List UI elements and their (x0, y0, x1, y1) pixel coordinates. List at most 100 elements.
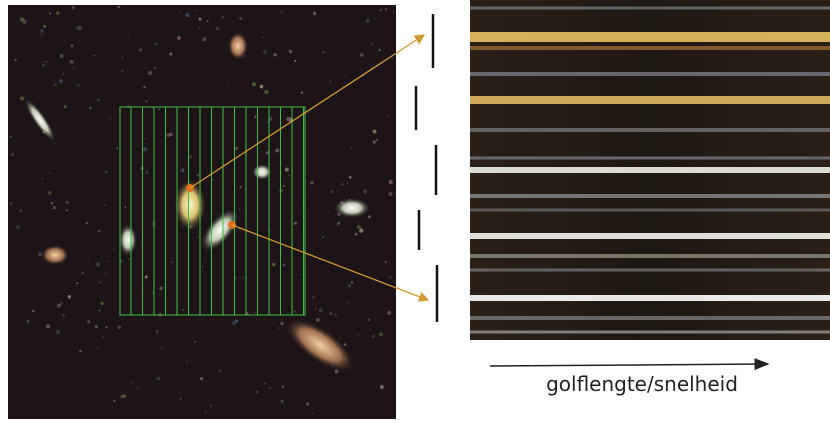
star (266, 151, 269, 154)
star (385, 8, 387, 10)
star (116, 147, 118, 149)
star (180, 398, 182, 400)
star (260, 85, 264, 89)
star (156, 332, 158, 334)
star (94, 55, 96, 57)
star (10, 135, 12, 137)
spectrum-stripe (470, 316, 830, 320)
star (294, 60, 296, 62)
star (212, 179, 214, 181)
star (307, 383, 308, 384)
spectrum-stripe (470, 46, 830, 50)
star (182, 309, 184, 311)
star (219, 370, 221, 372)
star (120, 395, 124, 399)
star (273, 53, 277, 57)
star (216, 27, 219, 30)
star (331, 190, 334, 193)
star (161, 347, 163, 349)
star (289, 50, 293, 54)
star (389, 276, 391, 278)
star (345, 75, 346, 76)
star (264, 90, 268, 94)
star (368, 215, 371, 218)
star (62, 314, 64, 316)
star (113, 400, 116, 403)
star (393, 12, 394, 13)
star (312, 296, 314, 298)
star (316, 318, 320, 322)
star (66, 201, 69, 204)
star (56, 11, 60, 15)
star (128, 33, 129, 34)
star (202, 37, 206, 41)
star (109, 117, 111, 119)
star (145, 275, 148, 278)
star (334, 313, 337, 316)
star (49, 172, 51, 174)
star (388, 192, 392, 196)
star (158, 108, 160, 110)
star (32, 310, 35, 313)
star (76, 282, 78, 284)
spectrum-stripe (470, 254, 830, 258)
star (118, 326, 121, 329)
star (89, 107, 92, 110)
star (389, 180, 393, 184)
star (263, 49, 267, 53)
star (209, 98, 211, 100)
star (14, 59, 16, 61)
star (66, 141, 68, 143)
star (281, 12, 283, 14)
figure: golflengte/snelheid (0, 0, 830, 424)
star (380, 385, 384, 389)
spectrum-stripe (470, 167, 830, 173)
spectrum-stripe (470, 269, 830, 272)
star (124, 206, 126, 208)
star (279, 189, 283, 193)
star (310, 181, 313, 184)
star (344, 181, 345, 182)
star (357, 335, 358, 336)
star (20, 209, 23, 212)
star (288, 175, 290, 177)
axis-label: golflengte/snelheid (546, 372, 738, 396)
star (122, 57, 124, 59)
star (103, 336, 105, 338)
star (149, 258, 150, 259)
star (177, 36, 181, 40)
star (256, 391, 257, 392)
spectrum-stripe (470, 7, 830, 10)
star (380, 9, 383, 12)
star (64, 105, 67, 108)
star (42, 178, 43, 179)
star (41, 34, 43, 36)
star (328, 211, 330, 213)
spectrum-stripe (470, 128, 830, 132)
star (73, 67, 75, 69)
star (36, 97, 38, 99)
star (139, 48, 142, 51)
star (49, 13, 51, 15)
star (113, 249, 114, 250)
star (86, 222, 88, 224)
spectrum-stripe (470, 194, 830, 198)
star (315, 308, 316, 309)
star (185, 13, 189, 17)
star (154, 67, 156, 69)
star (275, 149, 279, 153)
star (59, 79, 63, 83)
star (242, 277, 244, 279)
spectrum-stripe (470, 331, 830, 334)
star (136, 387, 138, 389)
star (198, 18, 201, 21)
star (118, 6, 121, 9)
star (105, 273, 107, 275)
star (281, 248, 282, 249)
star (363, 189, 367, 193)
star (301, 274, 303, 276)
star (313, 12, 317, 16)
star (121, 70, 123, 72)
star (348, 302, 349, 303)
star (196, 174, 199, 177)
